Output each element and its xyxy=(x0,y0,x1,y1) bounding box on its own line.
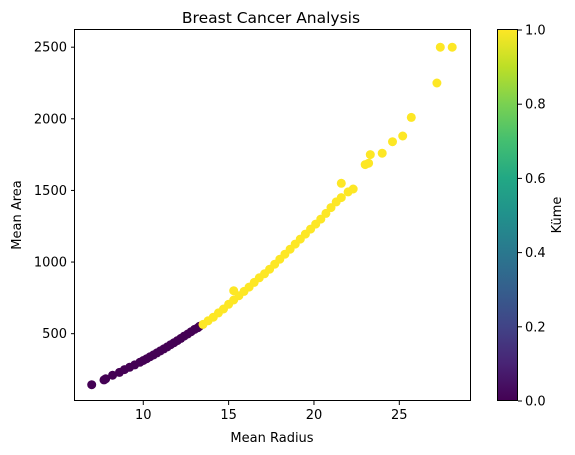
x-axis-ticks: 10 15 20 25 xyxy=(135,401,408,423)
y-tick-label: 2500 xyxy=(34,41,67,56)
colorbar-tick-label: 0.2 xyxy=(525,320,546,335)
scatter-point-cluster-1 xyxy=(406,112,416,122)
scatter-point-cluster-1 xyxy=(348,184,358,194)
x-tick-label: 10 xyxy=(135,408,152,423)
colorbar-tick-label: 1.0 xyxy=(525,24,546,39)
scatter-point-cluster-1 xyxy=(321,208,331,218)
scatter-point-cluster-0 xyxy=(101,374,111,384)
chart-title: Breast Cancer Analysis xyxy=(182,9,360,27)
x-tick-label: 25 xyxy=(391,408,408,423)
plot-frame xyxy=(74,29,471,401)
scatter-point-cluster-1 xyxy=(398,131,408,141)
scatter-point-cluster-0 xyxy=(87,380,97,390)
scatter-point-cluster-1 xyxy=(435,42,445,52)
colorbar-ticks: 0.0 0.2 0.4 0.6 0.8 1.0 xyxy=(518,24,546,410)
data-points xyxy=(87,42,457,390)
x-axis-label: Mean Radius xyxy=(230,431,313,446)
scatter-point-cluster-1 xyxy=(229,286,239,296)
y-tick-label: 1500 xyxy=(34,184,67,199)
scatter-point-cluster-1 xyxy=(336,178,346,188)
scatter-point-cluster-1 xyxy=(447,42,457,52)
colorbar-tick-label: 0.0 xyxy=(525,395,546,410)
y-tick-label: 500 xyxy=(42,327,67,342)
scatter-point-cluster-1 xyxy=(388,137,397,147)
y-tick-label: 1000 xyxy=(34,256,67,271)
x-tick-label: 15 xyxy=(220,408,237,423)
colorbar xyxy=(497,29,518,401)
scatter-point-cluster-1 xyxy=(364,158,374,168)
scatter-point-cluster-1 xyxy=(377,148,387,158)
scatter-point-cluster-1 xyxy=(432,78,442,88)
y-axis-ticks: 500 1000 1500 2000 2500 xyxy=(34,41,75,342)
x-tick-label: 20 xyxy=(306,408,323,423)
colorbar-label: Küme xyxy=(550,197,565,234)
y-tick-label: 2000 xyxy=(34,112,67,127)
colorbar-tick-label: 0.6 xyxy=(525,172,546,187)
scatter-point-cluster-1 xyxy=(336,193,346,203)
colorbar-tick-label: 0.8 xyxy=(525,98,546,113)
scatter-point-cluster-1 xyxy=(365,150,375,160)
scatter-point-cluster-1 xyxy=(326,203,336,213)
colorbar-tick-label: 0.4 xyxy=(525,246,546,261)
y-axis-label: Mean Area xyxy=(10,180,25,249)
scatter-point-cluster-0 xyxy=(108,370,118,380)
